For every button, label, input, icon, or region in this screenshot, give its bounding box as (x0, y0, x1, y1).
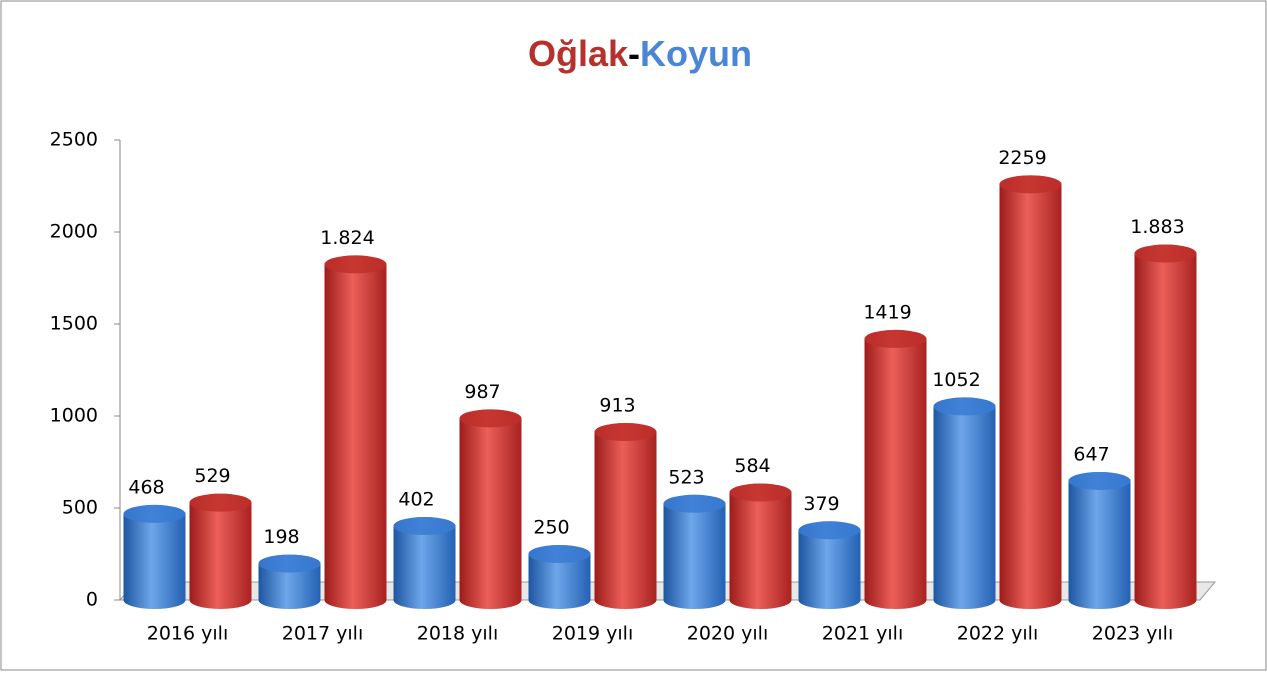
bar-top (933, 397, 996, 416)
bar-top (1134, 244, 1197, 263)
y-tick-label: 0 (86, 589, 98, 611)
data-label: 198 (263, 526, 299, 548)
x-tick-label: 2020 yılı (687, 623, 768, 645)
bar-top (324, 255, 387, 274)
x-tick-label: 2022 yılı (957, 623, 1038, 645)
data-label: 529 (194, 465, 230, 487)
y-tick-label: 1000 (50, 405, 98, 427)
y-tick-label: 1500 (50, 313, 98, 335)
data-label: 584 (734, 455, 770, 477)
bar (864, 329, 927, 609)
bar-top (528, 545, 591, 563)
bar-top (729, 483, 792, 502)
data-label: 1.824 (320, 227, 374, 249)
bar-top (1068, 471, 1131, 490)
bar (729, 483, 792, 609)
title-part: - (628, 33, 640, 74)
data-label: 523 (668, 466, 704, 488)
bar-top (459, 409, 522, 428)
x-tick-label: 2019 yılı (552, 623, 633, 645)
data-label: 402 (398, 489, 434, 511)
data-label: 250 (533, 517, 569, 539)
bar-top (393, 517, 456, 536)
bar (459, 409, 522, 609)
bar-top (999, 175, 1062, 194)
bar (798, 521, 861, 609)
bar (1068, 471, 1131, 609)
title-part: Koyun (640, 33, 752, 74)
bar-top (798, 521, 861, 540)
bar (663, 494, 726, 609)
bar-top (864, 329, 927, 348)
data-label: 468 (128, 476, 164, 498)
data-label: 379 (803, 493, 839, 515)
x-tick-label: 2018 yılı (417, 623, 498, 645)
data-label: 987 (464, 381, 500, 403)
data-label: 647 (1073, 443, 1109, 465)
bar-top (123, 504, 186, 523)
y-tick-label: 2500 (50, 129, 98, 151)
data-label: 2259 (998, 147, 1046, 169)
y-tick-label: 500 (62, 497, 98, 519)
x-tick-label: 2021 yılı (822, 623, 903, 645)
title-part: Oğlak (528, 33, 629, 74)
bar-top (663, 494, 726, 513)
bar (933, 397, 996, 609)
x-tick-label: 2016 yılı (147, 623, 228, 645)
data-label: 1419 (863, 301, 911, 323)
bar (1134, 244, 1197, 609)
bar (999, 175, 1062, 609)
data-label: 913 (599, 395, 635, 417)
bar (393, 517, 456, 609)
data-label: 1.883 (1130, 216, 1184, 238)
bar (324, 255, 387, 609)
bar-top (258, 554, 321, 573)
bar (594, 423, 657, 609)
chart-title: Oğlak-Koyun (528, 33, 752, 74)
data-label: 1052 (932, 369, 980, 391)
bar-top (189, 493, 252, 512)
x-tick-label: 2017 yılı (282, 623, 363, 645)
y-tick-label: 2000 (50, 221, 98, 243)
bar (123, 504, 186, 609)
bar (189, 493, 252, 609)
x-tick-label: 2023 yılı (1092, 623, 1173, 645)
bar-top (594, 423, 657, 442)
